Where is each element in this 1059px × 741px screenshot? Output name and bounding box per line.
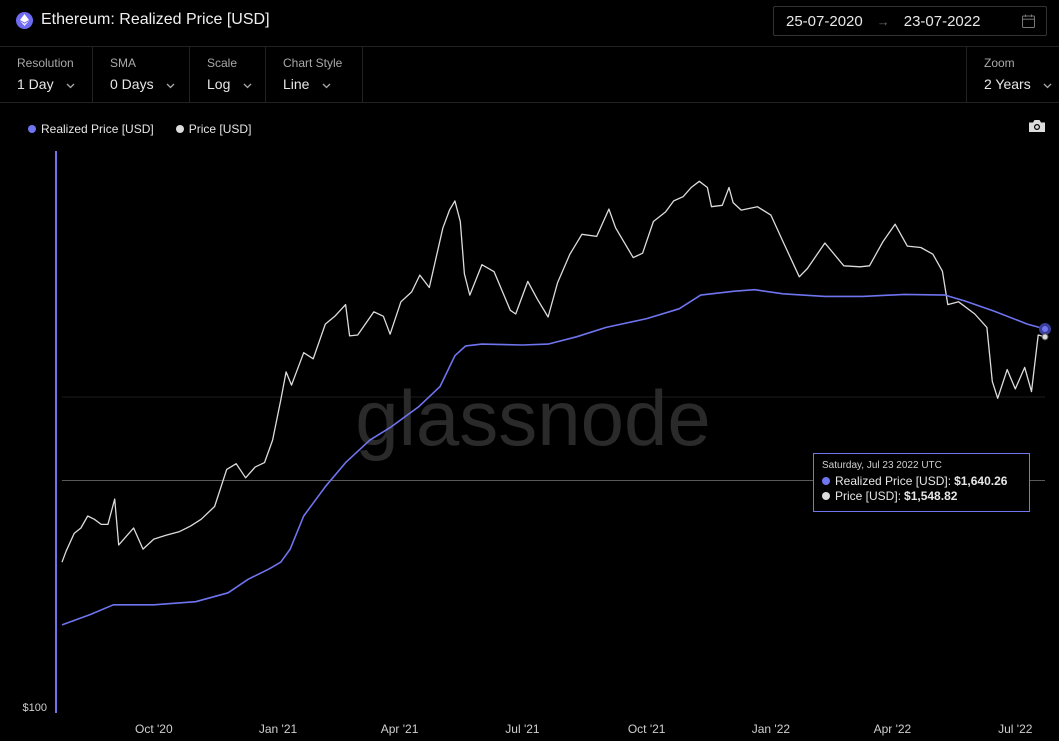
- series-group: [61, 180, 1051, 626]
- x-tick-label: Oct '21: [628, 722, 666, 736]
- chart-tooltip: Saturday, Jul 23 2022 UTC Realized Price…: [813, 453, 1030, 512]
- sma-dropdown[interactable]: SMA 0 Days: [93, 47, 190, 102]
- scale-label: Scale: [207, 56, 238, 70]
- camera-icon[interactable]: [1028, 119, 1046, 138]
- date-to[interactable]: 23-07-2022: [903, 12, 981, 30]
- arrow-right-icon: →: [876, 13, 890, 29]
- tooltip-dot-price: [822, 492, 830, 500]
- tooltip-dot-realized-price: [822, 477, 830, 485]
- x-tick-label: Jan '22: [752, 722, 791, 736]
- x-tick-label: Jul '22: [998, 722, 1033, 736]
- resolution-dropdown[interactable]: Resolution 1 Day: [0, 47, 93, 102]
- chevron-down-icon: [322, 76, 331, 94]
- legend-label-realized-price: Realized Price [USD]: [41, 122, 154, 136]
- legend-label-price: Price [USD]: [188, 122, 252, 136]
- zoom-label: Zoom: [984, 56, 1015, 70]
- chart-style-value[interactable]: Line: [283, 76, 310, 92]
- hover-marker-realized-price: [1039, 323, 1051, 336]
- x-tick-label: Jul '21: [505, 722, 540, 736]
- zoom-dropdown[interactable]: Zoom 2 Years: [966, 47, 1059, 102]
- scale-value[interactable]: Log: [207, 76, 231, 92]
- date-from[interactable]: 25-07-2020: [786, 12, 863, 30]
- chart-style-dropdown[interactable]: Chart Style Line: [266, 47, 363, 102]
- resolution-label: Resolution: [17, 56, 74, 70]
- chevron-down-icon: [243, 76, 252, 94]
- zoom-value[interactable]: 2 Years: [984, 76, 1031, 92]
- tooltip-row-realized-price: Realized Price [USD]: $1,640.26: [822, 474, 1021, 488]
- resolution-value[interactable]: 1 Day: [17, 76, 54, 92]
- tooltip-value-price: $1,548.82: [904, 489, 958, 503]
- tooltip-value-realized-price: $1,640.26: [954, 474, 1008, 488]
- legend-dot-price: [175, 125, 184, 133]
- legend-item-realized-price[interactable]: Realized Price [USD]: [28, 122, 154, 136]
- series-line-realized-price: [61, 288, 1046, 626]
- x-tick-label: Oct '20: [135, 722, 173, 736]
- tooltip-row-price: Price [USD]: $1,548.82: [822, 489, 1021, 503]
- tooltip-label-price: Price [USD]: [835, 489, 898, 503]
- x-tick-label: Apr '21: [381, 722, 419, 736]
- chart-style-label: Chart Style: [283, 56, 343, 70]
- page-title: Ethereum: Realized Price [USD]: [41, 11, 270, 28]
- chart-controls: Resolution 1 Day SMA 0 Days Scale Log Ch…: [0, 47, 1059, 103]
- y-tick-label: $100: [23, 702, 47, 714]
- chevron-down-icon: [1043, 76, 1052, 94]
- tooltip-label-realized-price: Realized Price [USD]: [835, 474, 948, 488]
- x-axis: Oct '20 Jan '21 Apr '21 Jul '21 Oct '21 Jan '…: [135, 722, 1033, 736]
- series-line-price: [61, 180, 1046, 563]
- title-group: Ethereum: Realized Price [USD]: [16, 11, 270, 29]
- sma-value[interactable]: 0 Days: [110, 76, 154, 92]
- scale-dropdown[interactable]: Scale Log: [190, 47, 266, 102]
- legend-item-price[interactable]: Price [USD]: [175, 122, 252, 136]
- tooltip-date: Saturday, Jul 23 2022 UTC: [822, 460, 942, 471]
- legend-dot-realized-price: [28, 125, 36, 133]
- hover-marker-price: [1041, 333, 1049, 341]
- x-tick-label: Jan '21: [259, 722, 298, 736]
- calendar-icon[interactable]: [1022, 14, 1035, 32]
- chart-legend: Realized Price [USD] Price [USD]: [28, 122, 273, 136]
- date-range-picker[interactable]: 25-07-2020 → 23-07-2022: [773, 6, 1047, 36]
- chart-header: Ethereum: Realized Price [USD] 25-07-202…: [0, 0, 1059, 47]
- chevron-down-icon: [66, 76, 75, 94]
- x-tick-label: Apr '22: [874, 722, 912, 736]
- ethereum-icon: [16, 11, 33, 29]
- watermark: glassnode: [355, 374, 711, 462]
- sma-label: SMA: [110, 56, 137, 70]
- chart-area[interactable]: glassnode Oct '20 Jan '21 Apr '21 Jul '21 Oc…: [0, 145, 1059, 741]
- chevron-down-icon: [166, 76, 175, 94]
